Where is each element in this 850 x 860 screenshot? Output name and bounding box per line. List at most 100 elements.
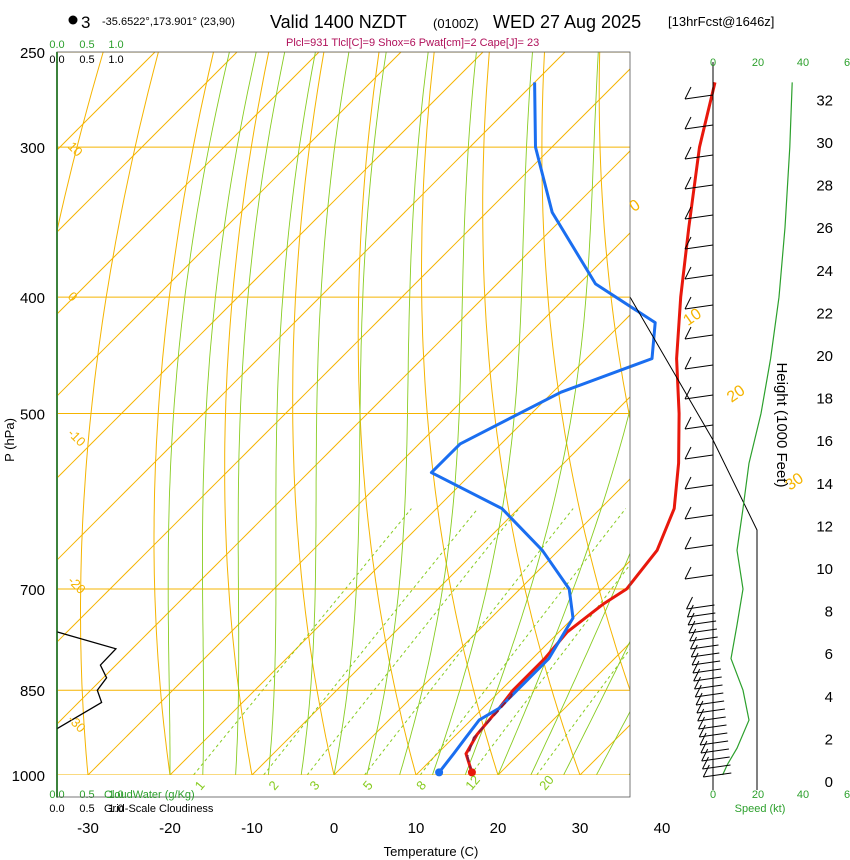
- moist-adiabat-line: [202, 52, 257, 775]
- cloudiness-bottom-tick: 1.0: [108, 803, 123, 815]
- parcel-profile-line: [466, 689, 515, 773]
- dry-adiabat-line: [541, 52, 630, 692]
- height-tick-label: 6: [825, 646, 833, 663]
- height-tick-label: 16: [816, 433, 833, 450]
- wind-barb-flag: [694, 676, 701, 690]
- wind-barb-flag: [691, 652, 699, 666]
- dry-adiabat-line: [655, 31, 839, 801]
- isotherm-line: [579, 724, 630, 775]
- mixing-ratio-line: [419, 508, 626, 775]
- cloudwater-bottom-tick: 1.0: [108, 789, 123, 801]
- wind-barb: [690, 644, 719, 650]
- wind-barb: [700, 748, 729, 754]
- wind-barb-flag: [693, 668, 701, 682]
- x-axis-title: Temperature (C): [384, 844, 479, 859]
- height-tick-label: 10: [816, 561, 833, 578]
- y-axis-title: P (hPa): [2, 418, 17, 462]
- speed-ms-top-tick: 6: [844, 57, 850, 69]
- wind-barb: [701, 756, 730, 762]
- cloudwater-top-tick: 0.5: [79, 39, 94, 51]
- mixing-ratio-label: 5: [360, 778, 376, 793]
- wind-barb: [700, 740, 729, 746]
- wind-barb-flag: [694, 684, 702, 698]
- isotherm-line: [169, 314, 630, 775]
- forecast-label: [13hrFcst@1646z]: [668, 14, 774, 29]
- dry-adiabat-line: [482, 52, 581, 775]
- speed-top-tick: 40: [797, 57, 809, 69]
- moist-adiabat-line: [596, 710, 630, 775]
- grid-layer: [57, 31, 839, 801]
- mixing-ratio-line: [263, 508, 479, 775]
- wind-barb-flag: [686, 596, 693, 610]
- wind-barb-flag: [687, 612, 695, 626]
- moist-adiabat-line: [267, 52, 316, 775]
- plot-frame: [56, 51, 631, 798]
- wind-barb: [684, 484, 714, 490]
- speed-bottom-tick: 40: [797, 789, 809, 801]
- mixing-ratio-line: [306, 508, 520, 775]
- height-tick-label: 14: [816, 476, 833, 493]
- theta-label: 0: [627, 197, 644, 216]
- mixing-ratio-label: 20: [536, 772, 557, 793]
- height-tick-label: 30: [816, 135, 833, 152]
- mixing-ratio-label: 12: [462, 772, 483, 793]
- isotherm-line: [57, 68, 630, 643]
- station-dot-icon: [68, 15, 78, 25]
- wind-barb: [684, 184, 714, 190]
- moist-adiabat-line: [497, 407, 630, 775]
- cloudwater-bottom-tick: 0.5: [79, 789, 94, 801]
- wind-barb-flag: [684, 566, 692, 580]
- x-tick-label: 40: [654, 820, 671, 837]
- wind-barb-flag: [684, 416, 692, 430]
- station-marker: 3: [81, 13, 90, 32]
- wind-barb-flag: [684, 536, 692, 550]
- theta-label: 10: [680, 305, 704, 329]
- stability-params: Plcl=931 Tlcl[C]=9 Shox=6 Pwat[cm]=2 Cap…: [286, 37, 539, 49]
- wind-barb: [691, 652, 720, 658]
- mixing-ratio-label: 8: [413, 778, 429, 793]
- isotherm-line: [57, 52, 484, 479]
- wind-barb: [684, 214, 714, 220]
- cloud-profile-panel: 0.00.00.00.00.50.50.50.51.01.01.01.0: [49, 39, 123, 815]
- wind-barb: [684, 394, 714, 400]
- isotherm-label: 10: [65, 139, 86, 160]
- mixing-ratio-line: [536, 648, 630, 775]
- valid-time: Valid 1400 NZDT: [270, 12, 407, 32]
- wind-barb-flag: [684, 476, 692, 490]
- wind-barb-flag: [695, 692, 703, 706]
- p-tick-label: 500: [20, 407, 45, 424]
- wind-barb-flag: [689, 628, 697, 642]
- moist-adiabat-line: [366, 52, 429, 775]
- p-tick-label: 700: [20, 582, 45, 599]
- wind-barb-flag: [684, 116, 692, 130]
- wind-barb-flag: [692, 660, 700, 674]
- wind-barb-flag: [700, 740, 708, 754]
- isotherm-line: [57, 52, 566, 561]
- wind-barb-flag: [701, 748, 709, 762]
- moist-adiabat-line: [333, 52, 387, 775]
- wind-barb-flag: [697, 708, 705, 722]
- wind-barb-flag: [688, 620, 696, 634]
- height-tick-label: 0: [825, 774, 833, 791]
- wind-barb: [696, 700, 725, 706]
- temperature-profile-line: [464, 82, 717, 773]
- wind-barb-flag: [698, 724, 706, 738]
- dry-adiabat-line: [224, 52, 270, 775]
- speed-top-tick: 0: [710, 57, 716, 69]
- valid-date: WED 27 Aug 2025: [493, 12, 641, 32]
- surface-temperature-point: [467, 768, 476, 777]
- height-tick-label: 8: [825, 604, 833, 621]
- wind-barb: [684, 514, 714, 520]
- p-tick-label: 300: [20, 140, 45, 157]
- x-tick-label: 10: [408, 820, 425, 837]
- wind-barb-flag: [684, 236, 692, 250]
- isotherm-line: [497, 642, 630, 775]
- wind-barb: [684, 544, 714, 550]
- p-tick-label: 250: [20, 45, 45, 62]
- isotherm-line: [333, 478, 630, 775]
- height-tick-label: 2: [825, 731, 833, 748]
- moist-adiabat-line: [300, 52, 350, 775]
- isotherm-label: -20: [65, 573, 89, 597]
- x-tick-label: -30: [77, 820, 99, 837]
- x-tick-label: -20: [159, 820, 181, 837]
